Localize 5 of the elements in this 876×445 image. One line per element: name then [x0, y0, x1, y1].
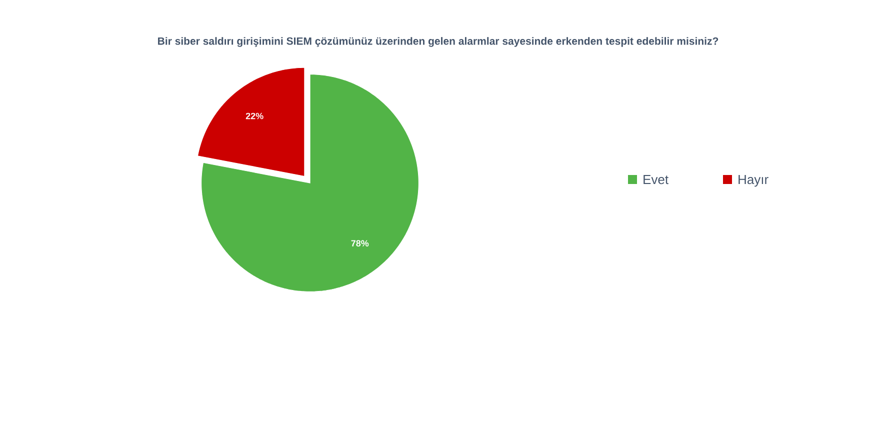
data-label: 22% — [246, 112, 264, 120]
data-label: 78% — [351, 240, 369, 246]
legend-label: Hayır — [738, 175, 768, 187]
chart-title: Bir siber saldırı girişimini SIEM çözümünüz üzerinden gelen alarmlar sayesinde erkenden tespit edebilir misiniz? — [158, 37, 718, 47]
legend-label: Evet — [644, 175, 668, 184]
